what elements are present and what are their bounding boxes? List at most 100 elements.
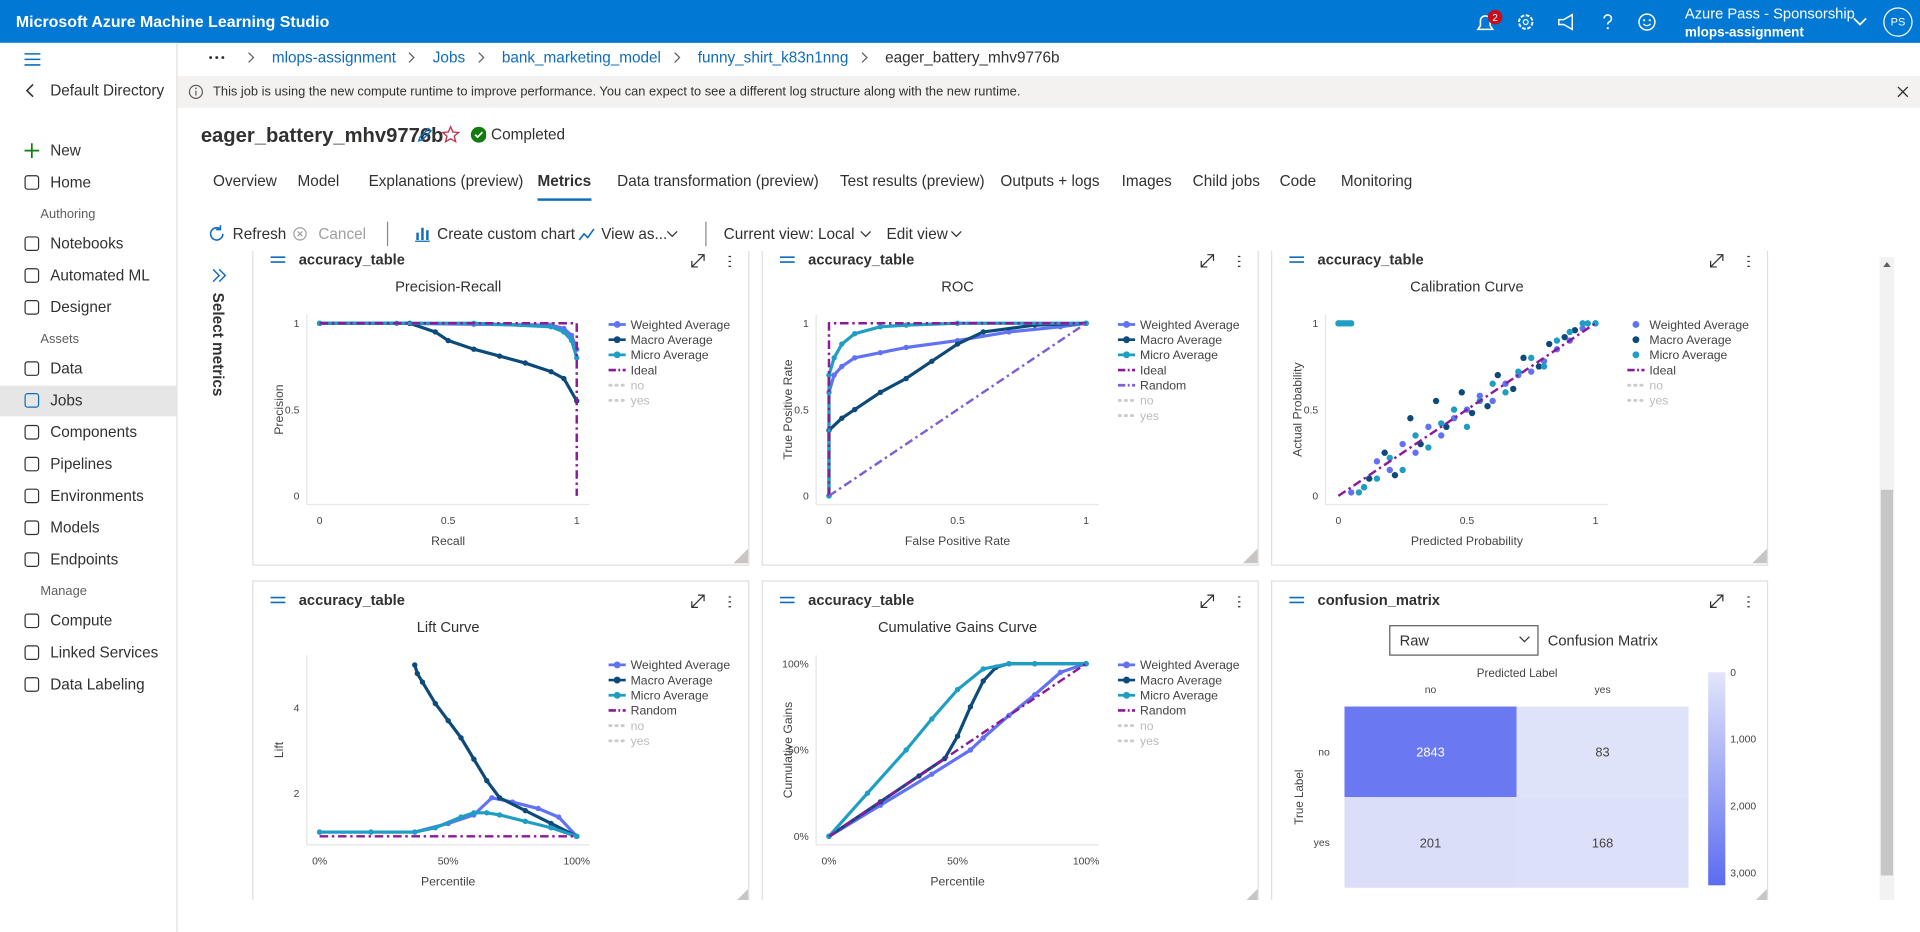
legend-label[interactable]: yes <box>1649 394 1668 408</box>
current-view[interactable]: Local <box>817 225 855 243</box>
metrics-panel[interactable]: Select metrics <box>206 263 235 410</box>
legend-label[interactable]: Micro Average <box>631 348 709 362</box>
account-name[interactable]: Azure Pass - Sponsorship <box>1684 4 1855 23</box>
data-point <box>1463 423 1471 431</box>
tab[interactable]: Model <box>297 172 340 190</box>
nav-item[interactable]: Data Labeling <box>50 675 145 694</box>
legend-label[interactable]: Ideal <box>631 363 658 377</box>
legend-label[interactable]: Macro Average <box>1140 333 1222 347</box>
nav-item[interactable]: Pipelines <box>50 455 113 473</box>
data-point <box>432 329 439 335</box>
tab[interactable]: Code <box>1279 172 1317 190</box>
legend-label[interactable]: yes <box>1140 409 1159 423</box>
breadcrumb-item[interactable]: eager_battery_mhv9776b <box>885 48 1060 67</box>
directory[interactable]: Default Directory <box>50 82 165 100</box>
legend-label[interactable]: Micro Average <box>1649 348 1727 362</box>
legend-label[interactable]: no <box>1140 394 1154 408</box>
nav-item[interactable]: Models <box>50 519 100 537</box>
tab[interactable]: Images <box>1121 172 1172 190</box>
settings[interactable] <box>1516 12 1536 32</box>
create-chart-button[interactable]: Create custom chart <box>437 225 575 243</box>
legend-label[interactable]: Weighted Average <box>631 318 731 332</box>
dropdown[interactable] <box>1389 625 1539 656</box>
legend-label[interactable]: Macro Average <box>631 673 713 687</box>
legend-label[interactable]: Macro Average <box>1649 333 1731 347</box>
expand-button[interactable] <box>1200 594 1215 608</box>
breadcrumb-item[interactable]: bank_marketing_model <box>501 48 661 67</box>
data-point <box>1566 328 1573 336</box>
tab[interactable]: Metrics <box>537 172 592 190</box>
view-as-button[interactable]: View as... <box>601 225 668 243</box>
nav-item[interactable]: Jobs <box>50 391 83 409</box>
favorite-icon[interactable] <box>440 125 461 144</box>
data-point <box>980 329 986 335</box>
legend-label[interactable]: Micro Average <box>1140 348 1218 362</box>
legend-label[interactable]: no <box>1140 719 1154 733</box>
legend-label[interactable]: Random <box>1140 379 1186 393</box>
nav-item[interactable]: Linked Services <box>50 644 159 662</box>
nav-item[interactable]: Notebooks <box>50 235 124 253</box>
legend-label[interactable]: no <box>1649 379 1663 393</box>
scrollbar[interactable] <box>1879 257 1895 901</box>
data-point <box>954 733 961 739</box>
notifications[interactable]: 2 <box>1473 9 1510 37</box>
nav-item[interactable]: Endpoints <box>50 551 119 569</box>
nav-item[interactable]: Components <box>50 423 137 441</box>
legend-label[interactable]: no <box>631 719 645 733</box>
legend-label[interactable]: yes <box>631 394 650 408</box>
expand-button[interactable] <box>691 254 705 268</box>
nav-item[interactable]: Automated ML <box>50 266 150 285</box>
legend-label[interactable]: Weighted Average <box>1140 658 1240 672</box>
legend-label[interactable]: Micro Average <box>1140 689 1218 703</box>
avatar[interactable]: PS <box>1883 7 1913 37</box>
expand-button[interactable] <box>1710 254 1724 268</box>
breadcrumb-item[interactable]: funny_shirt_k83n1nng <box>697 48 849 67</box>
nav-item[interactable]: New <box>50 142 81 160</box>
tab[interactable]: Outputs + logs <box>1000 172 1100 190</box>
legend-label[interactable]: yes <box>631 734 650 748</box>
edit-icon[interactable] <box>417 127 433 142</box>
nav-item[interactable]: Compute <box>50 612 113 630</box>
breadcrumb-item[interactable]: Jobs <box>432 48 466 67</box>
data-point <box>484 810 490 816</box>
nav-item[interactable]: Designer <box>50 298 112 316</box>
banner-close[interactable] <box>1897 86 1909 98</box>
legend-label[interactable]: Micro Average <box>631 689 709 703</box>
refresh-button[interactable]: Refresh <box>232 225 287 243</box>
help[interactable] <box>1598 12 1618 32</box>
legend-label[interactable]: Macro Average <box>1140 673 1222 687</box>
expand-button[interactable] <box>691 594 705 608</box>
app-title[interactable]: Microsoft Azure Machine Learning Studio <box>15 12 330 31</box>
menu-toggle[interactable] <box>23 53 43 68</box>
legend-label[interactable]: Weighted Average <box>1649 318 1749 332</box>
x-axis-label: Recall <box>431 534 465 548</box>
legend-label[interactable]: no <box>631 379 645 393</box>
breadcrumb-item[interactable]: mlops-assignment <box>271 48 397 67</box>
legend-label[interactable]: Weighted Average <box>631 658 731 672</box>
edit-view-button[interactable]: Edit view <box>886 225 948 243</box>
workspace-name[interactable]: mlops-assignment <box>1684 25 1804 41</box>
legend-label[interactable]: Weighted Average <box>1140 318 1240 332</box>
tab[interactable]: Test results (preview) <box>840 172 985 190</box>
tab[interactable]: Child jobs <box>1192 172 1260 190</box>
legend-label[interactable]: Random <box>631 704 677 718</box>
tab[interactable]: Overview <box>213 172 277 190</box>
tab[interactable]: Data transformation (preview) <box>617 172 819 190</box>
cancel-button[interactable]: Cancel <box>318 225 367 243</box>
nav-item[interactable]: Environments <box>50 487 144 505</box>
nav-item[interactable]: Home <box>50 173 92 192</box>
legend-label[interactable]: Ideal <box>1649 363 1676 377</box>
legend-label[interactable]: Ideal <box>1140 363 1167 377</box>
breadcrumb-overflow[interactable] <box>208 54 228 61</box>
expand-button[interactable] <box>1710 594 1724 608</box>
tab[interactable]: Monitoring <box>1340 172 1413 190</box>
account-chevron[interactable] <box>1851 15 1868 30</box>
tab[interactable]: Explanations (preview) <box>368 172 524 190</box>
legend-label[interactable]: Macro Average <box>631 333 713 347</box>
legend-label[interactable]: Random <box>1140 704 1186 718</box>
expand-button[interactable] <box>1200 254 1215 268</box>
feedback[interactable] <box>1556 12 1576 32</box>
nav-item[interactable]: Data <box>50 360 83 378</box>
smiley[interactable] <box>1637 12 1657 32</box>
legend-label[interactable]: yes <box>1140 734 1159 748</box>
